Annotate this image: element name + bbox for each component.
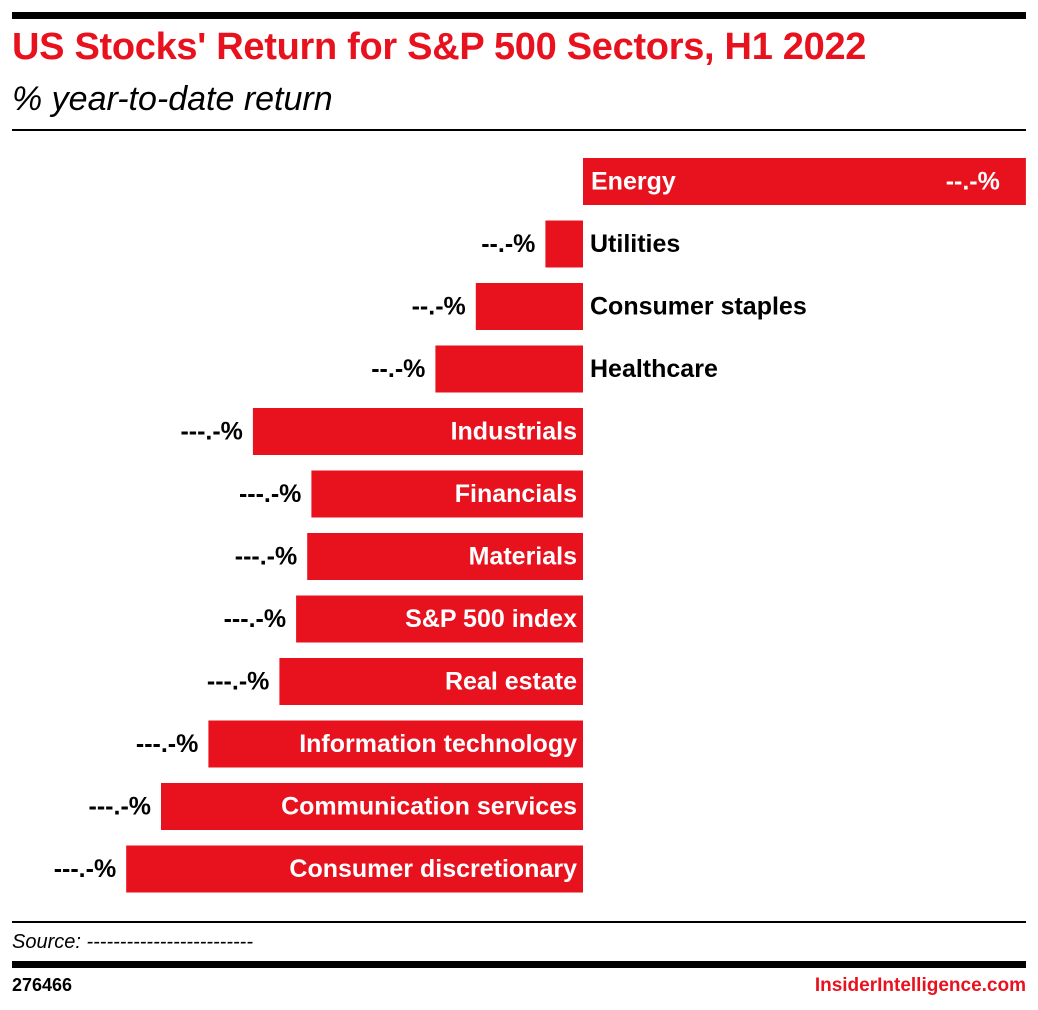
category-label-consumer-discretionary: Consumer discretionary — [289, 855, 577, 883]
bar-utilities — [545, 220, 583, 268]
value-label-materials: ---.-% — [235, 543, 297, 571]
bar-communication-services — [161, 783, 583, 830]
bar-energy — [583, 158, 1026, 205]
brand-link[interactable]: InsiderIntelligence.com — [814, 975, 1026, 996]
category-label-healthcare: Healthcare — [590, 355, 718, 383]
value-label-communication-services: ---.-% — [89, 793, 151, 821]
chart-subtitle: % year-to-date return — [12, 80, 333, 118]
category-label-real-estate: Real estate — [445, 668, 577, 696]
category-label-sandp-500-index: S&P 500 index — [405, 605, 577, 633]
category-label-materials: Materials — [469, 543, 577, 571]
category-label-communication-services: Communication services — [281, 793, 577, 821]
value-label-industrials: ---.-% — [180, 418, 242, 446]
value-label-financials: ---.-% — [239, 480, 301, 508]
value-label-information-technology: ---.-% — [136, 730, 198, 758]
category-label-financials: Financials — [455, 480, 577, 508]
chart-title: US Stocks' Return for S&P 500 Sectors, H… — [12, 26, 867, 68]
category-label-consumer-staples: Consumer staples — [590, 293, 807, 321]
value-label-sandp-500-index: ---.-% — [224, 605, 286, 633]
bar-financials — [311, 470, 583, 518]
bar-materials — [307, 533, 583, 580]
category-label-utilities: Utilities — [590, 230, 680, 258]
value-label-energy: --.-% — [946, 168, 1000, 196]
category-label-information-technology: Information technology — [299, 730, 577, 758]
bar-sandp-500-index — [296, 595, 583, 643]
source-note: Source: ------------------------- — [12, 931, 253, 953]
bar-chart: Energy --.-% Utilities --.-% Consumer staple… — [54, 158, 1026, 893]
top-rule-thick — [12, 12, 1026, 19]
bar-consumer-staples — [475, 283, 583, 330]
bar-healthcare — [435, 345, 583, 393]
category-label-industrials: Industrials — [451, 418, 577, 446]
bar-industrials — [252, 408, 583, 455]
value-label-real-estate: ---.-% — [207, 668, 269, 696]
header-divider — [12, 129, 1026, 131]
bar-information-technology — [208, 720, 583, 768]
value-label-consumer-staples: --.-% — [412, 293, 466, 321]
value-label-healthcare: --.-% — [371, 355, 425, 383]
bar-consumer-discretionary — [126, 845, 583, 893]
bar-real-estate — [279, 658, 583, 705]
chart-id: 276466 — [12, 975, 73, 995]
bottom-rule-thick — [12, 961, 1026, 968]
value-label-utilities: --.-% — [481, 230, 535, 258]
value-label-consumer-discretionary: ---.-% — [54, 855, 116, 883]
footer-divider — [12, 921, 1026, 923]
category-label-energy: Energy — [591, 168, 676, 196]
